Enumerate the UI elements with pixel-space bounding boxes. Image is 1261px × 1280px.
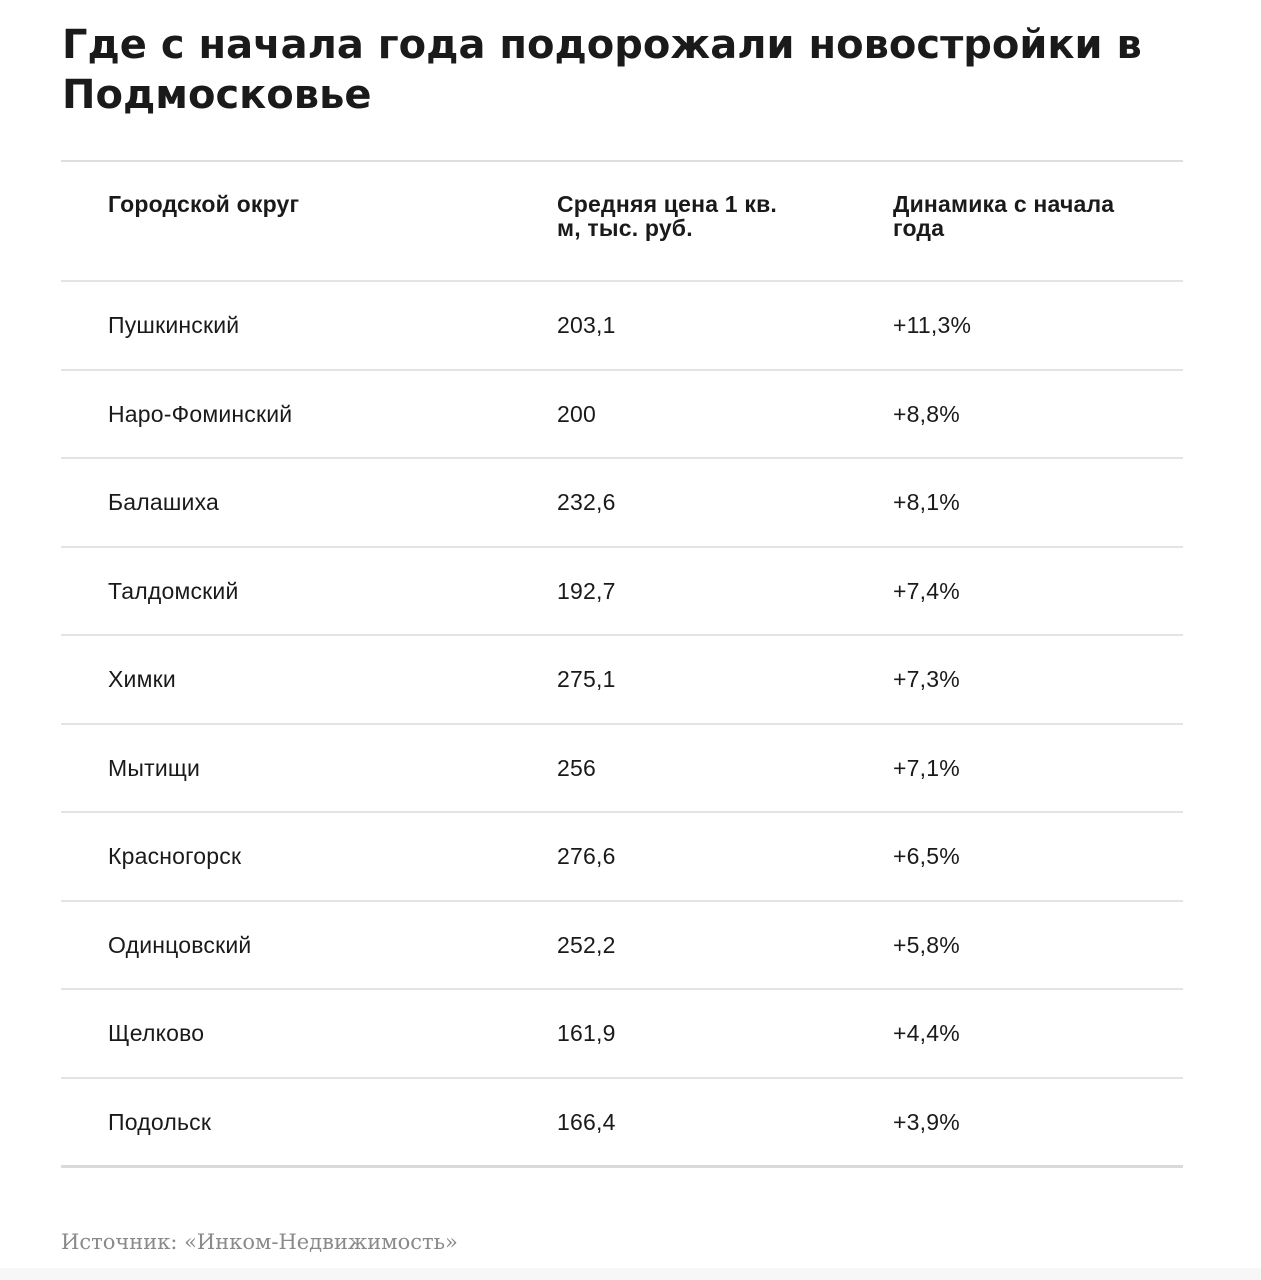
price-cell: 275,1 — [557, 666, 616, 693]
price-cell: 161,9 — [557, 1020, 616, 1047]
district-cell: Химки — [108, 666, 176, 693]
district-cell: Одинцовский — [108, 931, 252, 958]
header-district: Городской округ — [108, 191, 300, 217]
table-row: Подольск 166,4 +3,9% — [61, 1076, 1183, 1166]
district-cell: Подольск — [108, 1108, 212, 1135]
change-cell: +7,1% — [893, 754, 960, 781]
change-cell: +3,9% — [893, 1108, 960, 1135]
price-cell: 192,7 — [557, 577, 616, 604]
district-cell: Наро-Фоминский — [108, 400, 293, 427]
source-note: Источник: «Инком-Недвижимость» — [61, 1230, 458, 1254]
district-cell: Пушкинский — [108, 312, 240, 339]
district-cell: Талдомский — [108, 577, 239, 604]
header-change: Динамика с начала года — [893, 191, 1115, 241]
change-cell: +8,1% — [893, 489, 960, 516]
table-row: Наро-Фоминский 200 +8,8% — [61, 368, 1183, 458]
change-cell: +4,4% — [893, 1020, 960, 1047]
district-cell: Щелково — [108, 1020, 205, 1047]
table-row: Мытищи 256 +7,1% — [61, 722, 1183, 812]
table-row: Балашиха 232,6 +8,1% — [61, 457, 1183, 546]
change-cell: +7,3% — [893, 666, 960, 693]
change-cell: +5,8% — [893, 931, 960, 958]
table-row: Химки 275,1 +7,3% — [61, 634, 1183, 723]
price-table: Городской округ Средняя цена 1 кв. м, ты… — [61, 160, 1183, 1168]
price-cell: 252,2 — [557, 931, 616, 958]
price-cell: 166,4 — [557, 1108, 616, 1135]
price-cell: 203,1 — [557, 312, 616, 339]
district-cell: Красногорск — [108, 843, 242, 870]
table-row: Красногорск 276,6 +6,5% — [61, 811, 1183, 900]
change-cell: +11,3% — [893, 312, 972, 339]
change-cell: +8,8% — [893, 400, 960, 427]
table-row: Щелково 161,9 +4,4% — [61, 988, 1183, 1077]
district-cell: Мытищи — [108, 754, 201, 781]
change-cell: +7,4% — [893, 577, 960, 604]
page-title: Где с начала года подорожали новостройки… — [62, 22, 1142, 118]
district-cell: Балашиха — [108, 489, 220, 516]
table-row: Талдомский 192,7 +7,4% — [61, 545, 1183, 635]
bottom-divider — [0, 1268, 1261, 1280]
header-price: Средняя цена 1 кв. м, тыс. руб. — [557, 191, 777, 241]
price-cell: 256 — [557, 754, 596, 781]
price-cell: 276,6 — [557, 843, 616, 870]
table-row: Одинцовский 252,2 +5,8% — [61, 899, 1183, 989]
change-cell: +6,5% — [893, 843, 960, 870]
price-cell: 232,6 — [557, 489, 616, 516]
table-row: Пушкинский 203,1 +11,3% — [61, 280, 1183, 369]
price-cell: 200 — [557, 400, 596, 427]
table-header-row: Городской округ Средняя цена 1 кв. м, ты… — [61, 162, 1183, 280]
